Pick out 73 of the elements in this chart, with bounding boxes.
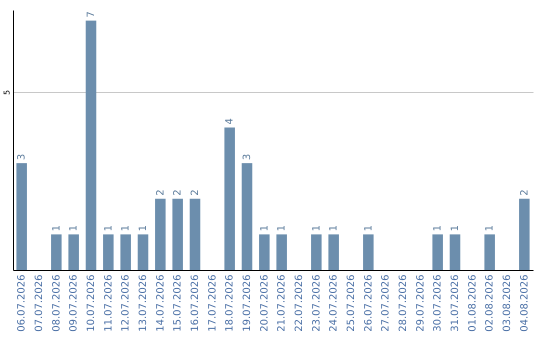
data-label: 3 <box>16 154 28 160</box>
data-label: 1 <box>363 225 374 232</box>
data-label: 4 <box>224 118 236 125</box>
data-label: 1 <box>138 225 149 232</box>
data-label: 1 <box>259 225 270 232</box>
bar <box>224 128 235 270</box>
x-tick-label: 24.07.2026 <box>328 274 340 332</box>
x-tick-label: 15.07.2026 <box>172 274 184 332</box>
bar <box>68 234 79 270</box>
data-label: 3 <box>242 154 253 160</box>
data-label: 2 <box>519 189 530 196</box>
data-label: 1 <box>328 225 340 232</box>
bar <box>120 234 131 270</box>
x-tick-label: 14.07.2026 <box>155 274 166 332</box>
x-tick-label: 22.07.2026 <box>294 274 305 332</box>
data-label: 1 <box>450 225 461 232</box>
bar <box>328 234 339 270</box>
bar <box>155 198 166 270</box>
x-tick-label: 10.07.2026 <box>86 274 97 332</box>
bar <box>138 234 148 270</box>
bar <box>86 20 96 270</box>
x-tick-label: 23.07.2026 <box>311 274 322 332</box>
x-tick-label: 26.07.2026 <box>363 274 374 332</box>
bar <box>259 234 270 270</box>
x-tick-label: 18.07.2026 <box>224 274 236 332</box>
data-label: 2 <box>155 189 166 196</box>
bar <box>484 234 495 270</box>
x-tick-label: 20.07.2026 <box>259 274 270 332</box>
x-tick-label: 11.07.2026 <box>103 274 114 332</box>
bar <box>172 198 183 270</box>
x-tick-label: 03.08.2026 <box>502 274 513 332</box>
x-tick-label: 02.08.2026 <box>484 274 496 332</box>
x-tick-label: 25.07.2026 <box>346 274 357 332</box>
data-label: 1 <box>484 225 496 232</box>
x-tick-label: 21.07.2026 <box>276 274 288 332</box>
y-tick-label: 5 <box>2 90 12 95</box>
x-tick-label: 09.07.2026 <box>68 274 80 332</box>
x-tick-label: 16.07.2026 <box>190 274 201 332</box>
data-label: 1 <box>103 225 114 232</box>
bar <box>363 234 374 270</box>
x-tick-label: 30.07.2026 <box>432 274 444 332</box>
x-tick-label: 08.07.2026 <box>51 274 62 332</box>
data-label: 2 <box>172 189 184 196</box>
bar <box>103 234 114 270</box>
x-tick-label: 07.07.2026 <box>34 274 45 332</box>
x-tick-label: 06.07.2026 <box>16 274 28 332</box>
data-label: 1 <box>432 225 444 232</box>
x-tick-label: 17.07.2026 <box>207 274 218 332</box>
x-tick-label: 12.07.2026 <box>120 274 132 332</box>
data-label: 1 <box>311 225 322 232</box>
data-label: 1 <box>120 225 132 232</box>
bar <box>190 198 200 270</box>
x-tick-label: 29.07.2026 <box>415 274 426 332</box>
bar <box>311 234 322 270</box>
bar <box>16 163 27 270</box>
bar <box>276 234 287 270</box>
data-label: 2 <box>190 189 201 196</box>
x-tick-label: 31.07.2026 <box>450 274 461 332</box>
x-tick-label: 01.08.2026 <box>467 274 478 332</box>
x-tick-label: 19.07.2026 <box>242 274 253 332</box>
x-tick-label: 27.07.2026 <box>380 274 392 332</box>
data-label: 1 <box>276 225 288 232</box>
x-tick-label: 13.07.2026 <box>138 274 149 332</box>
bar <box>432 234 443 270</box>
data-label: 7 <box>86 11 97 18</box>
x-tick-label: 28.07.2026 <box>398 274 409 332</box>
x-tick-label: 04.08.2026 <box>519 274 530 332</box>
data-label: 1 <box>51 225 62 232</box>
bar <box>51 234 62 270</box>
bar <box>519 198 530 270</box>
bar <box>450 234 460 270</box>
data-label: 1 <box>68 225 80 232</box>
bar <box>242 163 252 270</box>
